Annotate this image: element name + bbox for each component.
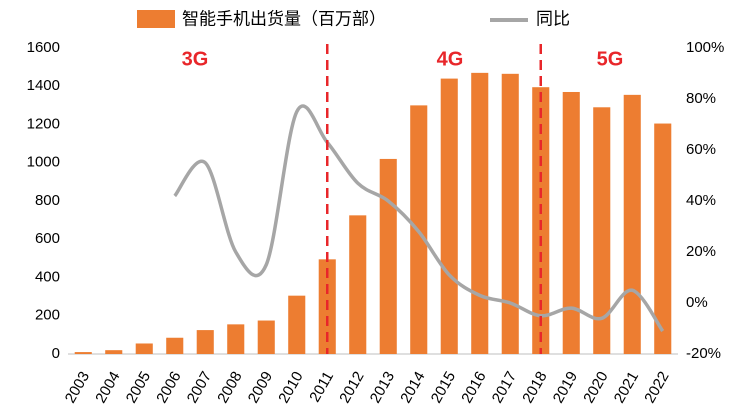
- y2-tick-label: 20%: [686, 243, 716, 260]
- bar: [74, 352, 92, 354]
- x-tick-label: 2014: [397, 369, 428, 406]
- legend-swatch: [137, 10, 175, 28]
- x-tick-label: 2021: [611, 369, 642, 406]
- y-tick-label: 800: [35, 192, 60, 209]
- x-tick-label: 2006: [153, 369, 184, 406]
- era-label: 4G: [437, 48, 464, 70]
- y-tick-label: 1000: [27, 154, 60, 171]
- y2-tick-label: 0%: [686, 294, 708, 311]
- bar: [196, 330, 214, 354]
- line: [173, 104, 665, 333]
- bar: [135, 343, 153, 354]
- y-tick-label: 1400: [27, 77, 60, 94]
- x-tick-label: 2009: [245, 369, 276, 406]
- bar: [257, 320, 275, 354]
- era-label: 5G: [597, 48, 624, 70]
- bar: [654, 123, 672, 354]
- x-tick-label: 2012: [336, 369, 367, 406]
- x-tick-label: 2013: [367, 369, 398, 406]
- bar: [501, 73, 519, 354]
- bar: [562, 91, 580, 355]
- bar: [440, 78, 458, 354]
- y-tick-label: 600: [35, 230, 60, 247]
- y2-tick-label: 100%: [686, 39, 724, 56]
- y-tick-label: 200: [35, 307, 60, 324]
- x-tick-label: 2015: [428, 369, 459, 406]
- x-tick-label: 2003: [62, 369, 93, 406]
- bar: [227, 324, 245, 354]
- x-tick-label: 2007: [184, 369, 215, 406]
- y2-tick-label: 80%: [686, 90, 716, 107]
- legend-label: 智能手机出货量（百万部）: [182, 9, 386, 28]
- bar: [623, 94, 641, 354]
- x-tick-label: 2017: [489, 369, 520, 406]
- bar: [105, 350, 123, 354]
- bar: [349, 215, 367, 354]
- bar: [288, 295, 306, 354]
- bar: [379, 158, 397, 354]
- era-label: 3G: [182, 48, 209, 70]
- x-tick-label: 2016: [458, 369, 489, 406]
- bar: [471, 72, 489, 355]
- y-tick-label: 0: [52, 345, 60, 362]
- x-tick-label: 2011: [306, 369, 337, 405]
- x-tick-label: 2020: [580, 369, 611, 406]
- x-tick-label: 2005: [123, 369, 154, 406]
- x-tick-label: 2018: [519, 369, 550, 406]
- x-tick-label: 2008: [214, 369, 245, 406]
- y2-tick-label: -20%: [686, 345, 721, 362]
- x-tick-label: 2022: [641, 369, 672, 406]
- legend-label: 同比: [536, 9, 570, 28]
- x-tick-label: 2010: [275, 369, 306, 406]
- bar: [166, 337, 184, 354]
- bar: [593, 107, 611, 354]
- y-tick-label: 1600: [27, 39, 60, 56]
- y2-tick-label: 60%: [686, 141, 716, 158]
- y-tick-label: 400: [35, 268, 60, 285]
- x-tick-label: 2019: [550, 369, 581, 406]
- y2-tick-label: 40%: [686, 192, 716, 209]
- y-tick-label: 1200: [27, 115, 60, 132]
- x-tick-label: 2004: [92, 369, 123, 406]
